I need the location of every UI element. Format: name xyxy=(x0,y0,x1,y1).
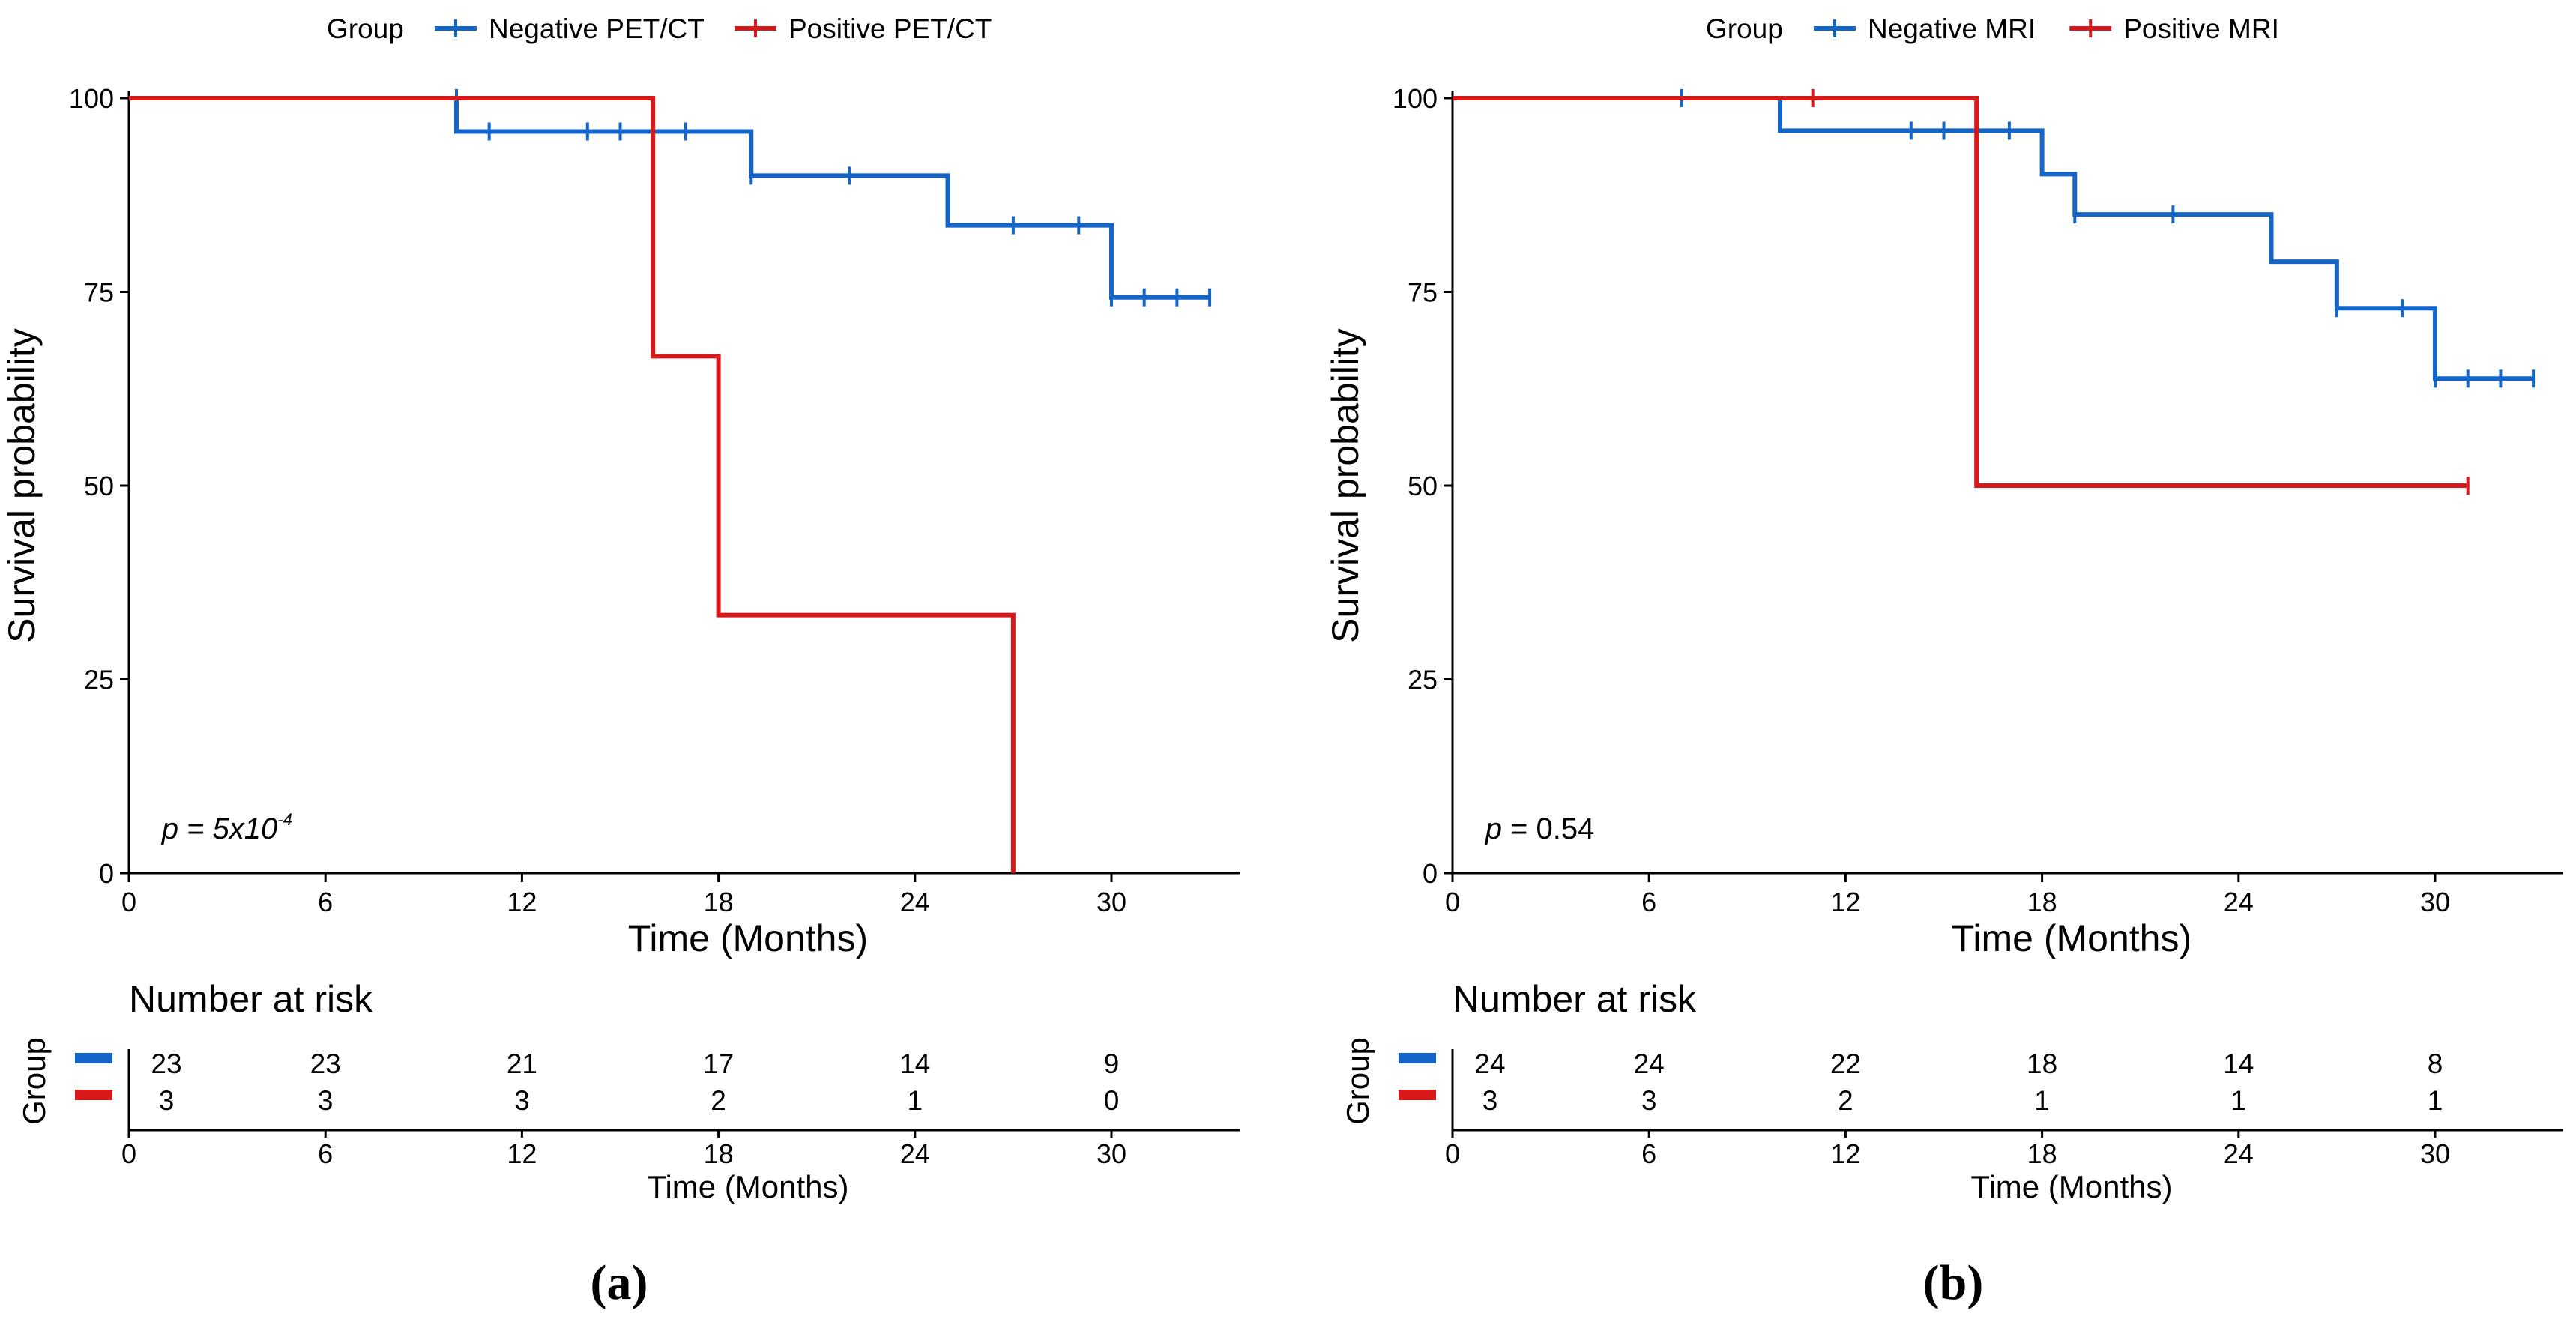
risk-count: 14 xyxy=(899,1048,930,1079)
legend-title: Group xyxy=(1706,13,1783,44)
legend-title: Group xyxy=(327,13,404,44)
legend-entry: Positive PET/CT xyxy=(788,13,992,44)
x-axis-title: Time (Months) xyxy=(1952,917,2192,959)
risk-count: 18 xyxy=(2027,1048,2057,1079)
y-axis-title: Survival probability xyxy=(1324,328,1366,643)
risk-count: 23 xyxy=(310,1048,341,1079)
x-tick-label: 0 xyxy=(1445,887,1460,917)
legend-entry: Positive MRI xyxy=(2123,13,2279,44)
risk-count: 22 xyxy=(1830,1048,1861,1079)
x-tick-label: 18 xyxy=(704,887,734,917)
risk-x-tick-label: 18 xyxy=(704,1138,734,1169)
series-positive xyxy=(129,96,1016,873)
x-tick-label: 12 xyxy=(507,887,537,917)
risk-x-tick-label: 0 xyxy=(1445,1138,1460,1169)
y-axis-title: Survival probability xyxy=(1,328,43,643)
risk-row-swatch xyxy=(1399,1053,1436,1063)
panel-label: (b) xyxy=(1923,1255,1984,1310)
risk-count: 3 xyxy=(318,1085,334,1116)
plot-axes: 0 25 50 75 100 0 6 12 18 24 30 Time (Months) Surviva… xyxy=(1,83,1240,959)
legend: Group Negative PET/CT Positive PET/CT xyxy=(327,13,992,44)
risk-count: 2 xyxy=(711,1085,726,1116)
risk-x-axis-title: Time (Months) xyxy=(1970,1169,2172,1204)
km-panel-1: Group Negative PET/CT Positive PET/CT 0 25 50… xyxy=(1,13,1240,1310)
risk-count: 24 xyxy=(1474,1048,1505,1079)
risk-table-title: Number at risk xyxy=(129,978,373,1020)
p-value-label: p = 5x10-4 xyxy=(161,810,292,845)
risk-x-axis-title: Time (Months) xyxy=(647,1169,848,1204)
y-tick-label: 100 xyxy=(1393,83,1438,114)
risk-x-tick-label: 24 xyxy=(2224,1138,2254,1169)
risk-x-tick-label: 30 xyxy=(2420,1138,2450,1169)
y-tick-label: 50 xyxy=(84,471,114,501)
risk-row-swatch xyxy=(75,1053,112,1063)
risk-count: 1 xyxy=(908,1085,923,1116)
p-value-label: p = 0.54 xyxy=(1485,812,1595,845)
x-tick-label: 30 xyxy=(1097,887,1126,917)
survival-curve xyxy=(1453,96,2468,488)
risk-count: 1 xyxy=(2231,1085,2247,1116)
risk-x-tick-label: 6 xyxy=(318,1138,333,1169)
x-tick-label: 0 xyxy=(121,887,136,917)
risk-x-tick-label: 0 xyxy=(121,1138,136,1169)
risk-y-axis-title: Group xyxy=(1340,1037,1375,1125)
risk-count: 9 xyxy=(1104,1048,1120,1079)
y-tick-label: 75 xyxy=(1408,277,1438,308)
risk-count: 0 xyxy=(1104,1085,1120,1116)
risk-y-axis-title: Group xyxy=(16,1037,52,1125)
risk-x-tick-label: 12 xyxy=(1830,1138,1860,1169)
y-tick-label: 0 xyxy=(1423,858,1438,889)
risk-x-tick-label: 18 xyxy=(2027,1138,2057,1169)
survival-curve xyxy=(1453,96,2534,381)
risk-count: 3 xyxy=(514,1085,530,1116)
risk-x-tick-label: 30 xyxy=(1097,1138,1126,1169)
risk-count: 1 xyxy=(2428,1085,2443,1116)
series-negative xyxy=(1453,89,2536,388)
risk-count: 3 xyxy=(1641,1085,1657,1116)
risk-count: 3 xyxy=(1482,1085,1498,1116)
x-axis-title: Time (Months) xyxy=(628,917,868,959)
plot-axes: 0 25 50 75 100 0 6 12 18 24 30 Time (Months) Surviva… xyxy=(1324,83,2563,959)
y-tick-label: 100 xyxy=(69,83,114,114)
risk-count: 8 xyxy=(2428,1048,2443,1079)
x-tick-label: 12 xyxy=(1830,887,1860,917)
y-tick-label: 25 xyxy=(1408,665,1438,695)
x-tick-label: 6 xyxy=(1641,887,1656,917)
legend: Group Negative MRI Positive MRI xyxy=(1706,13,2279,44)
y-tick-label: 0 xyxy=(99,858,114,889)
risk-table-title: Number at risk xyxy=(1453,978,1697,1020)
x-tick-label: 30 xyxy=(2420,887,2450,917)
risk-x-tick-label: 6 xyxy=(1641,1138,1656,1169)
risk-table: Number at risk 24 24 22 18 14 8 3 3 2 1 1 1 0 6 12 18 24 3… xyxy=(1340,978,2563,1204)
survival-curve xyxy=(129,96,1210,300)
series-negative xyxy=(129,89,1212,307)
risk-count: 23 xyxy=(151,1048,181,1079)
km-panel-2: Group Negative MRI Positive MRI02550751000… xyxy=(1324,13,2563,1310)
panel-label: (a) xyxy=(591,1255,648,1310)
risk-count: 2 xyxy=(1838,1085,1853,1116)
y-tick-label: 25 xyxy=(84,665,114,695)
y-tick-label: 75 xyxy=(84,277,114,308)
series-positive xyxy=(1453,89,2470,495)
risk-x-tick-label: 24 xyxy=(900,1138,930,1169)
legend-entry: Negative PET/CT xyxy=(489,13,705,44)
risk-row-swatch xyxy=(75,1090,112,1100)
risk-count: 21 xyxy=(507,1048,537,1079)
risk-row-swatch xyxy=(1399,1090,1436,1100)
risk-count: 1 xyxy=(2034,1085,2050,1116)
x-tick-label: 6 xyxy=(318,887,333,917)
risk-count: 24 xyxy=(1634,1048,1665,1079)
risk-count: 3 xyxy=(159,1085,175,1116)
x-tick-label: 18 xyxy=(2027,887,2057,917)
x-tick-label: 24 xyxy=(900,887,930,917)
y-tick-label: 50 xyxy=(1408,471,1438,501)
legend-entry: Negative MRI xyxy=(1868,13,2036,44)
risk-count: 14 xyxy=(2223,1048,2254,1079)
risk-x-tick-label: 12 xyxy=(507,1138,537,1169)
risk-count: 17 xyxy=(703,1048,734,1079)
x-tick-label: 24 xyxy=(2224,887,2254,917)
survival-curve xyxy=(129,96,1016,873)
